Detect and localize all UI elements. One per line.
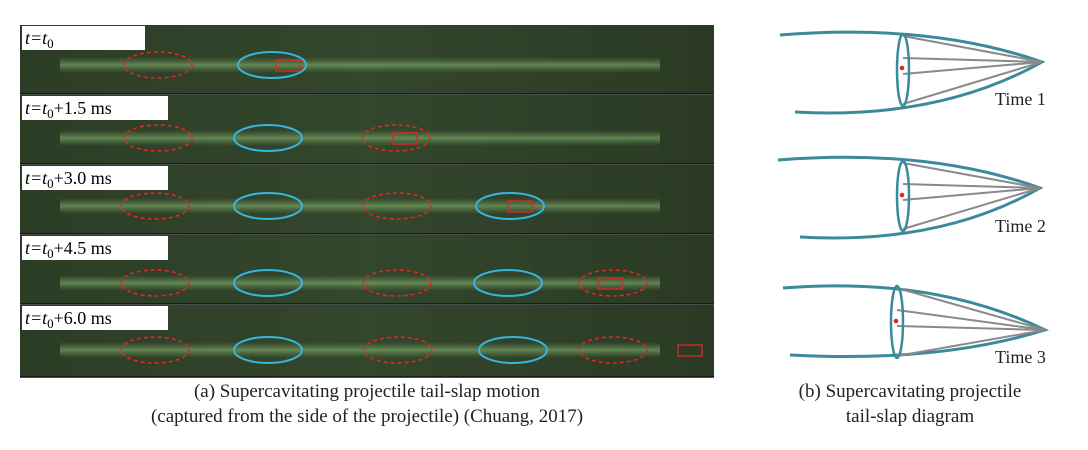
red-ellipse xyxy=(362,269,432,297)
cavity-streak xyxy=(60,57,660,73)
red-ellipse xyxy=(362,192,432,220)
label-sub: 0 xyxy=(47,316,54,331)
diagram-panel: Time 1 Time 2 Time 3 xyxy=(777,30,1050,367)
cone-line xyxy=(902,57,1043,63)
cone-line xyxy=(902,35,1043,63)
cone-line xyxy=(896,309,1046,331)
cone-line xyxy=(902,162,1041,189)
red-ellipse xyxy=(578,269,648,297)
blue-ellipse xyxy=(473,269,543,297)
projectile-box xyxy=(392,132,418,145)
red-ellipse xyxy=(120,269,190,297)
blue-ellipse xyxy=(233,336,303,364)
cone-line xyxy=(896,325,1046,331)
red-ellipse xyxy=(120,192,190,220)
projectile-box xyxy=(677,344,703,357)
cavity-streak xyxy=(60,342,660,358)
time-label: t=t0+1.5 ms xyxy=(25,98,112,121)
cone-line xyxy=(902,61,1043,75)
projectile-diagram: Time 3 xyxy=(782,284,1050,367)
blue-ellipse xyxy=(233,269,303,297)
time-label: t=t0 xyxy=(25,28,54,51)
cone-line xyxy=(902,183,1041,189)
base-ellipse xyxy=(895,32,911,108)
cavity-streak xyxy=(60,130,660,146)
label-offset: +6.0 ms xyxy=(54,308,112,328)
red-ellipse xyxy=(361,124,431,152)
time-label: Time 1 xyxy=(995,89,1046,109)
cone-line xyxy=(896,287,1046,331)
label-sub: 0 xyxy=(47,36,54,51)
base-ellipse xyxy=(889,284,905,360)
blue-ellipse xyxy=(478,336,548,364)
center-of-mass xyxy=(899,192,905,198)
cone-line xyxy=(902,187,1041,230)
blue-ellipse xyxy=(233,192,303,220)
caption-b: tail-slap diagram xyxy=(846,406,974,427)
time-label: t=t0+6.0 ms xyxy=(25,308,112,331)
red-ellipse xyxy=(120,336,190,364)
time-label: Time 3 xyxy=(995,347,1046,367)
label-offset: +3.0 ms xyxy=(54,168,112,188)
center-of-mass xyxy=(899,65,905,71)
cone-line xyxy=(902,61,1043,105)
time-label: t=t0+3.0 ms xyxy=(25,168,112,191)
base-ellipse xyxy=(895,159,911,233)
caption-a: (captured from the side of the projectil… xyxy=(151,406,583,427)
center-of-mass xyxy=(893,318,899,324)
red-ellipse xyxy=(123,124,193,152)
projectile-outline xyxy=(782,284,1050,359)
projectile-box xyxy=(597,277,623,290)
cone-line xyxy=(896,329,1046,357)
photo-panel: t=t0t=t0+1.5 mst=t0+3.0 mst=t0+4.5 mst=t… xyxy=(20,25,714,378)
label-main: t=t xyxy=(25,308,48,328)
label-main: t=t xyxy=(25,168,48,188)
time-label-box xyxy=(22,306,168,330)
label-sub: 0 xyxy=(47,106,54,121)
cone-line xyxy=(902,187,1041,201)
time-label-box xyxy=(22,26,145,50)
blue-ellipse xyxy=(475,192,545,220)
blue-ellipse xyxy=(237,51,307,79)
label-main: t=t xyxy=(25,98,48,118)
projectile-diagram: Time 1 xyxy=(779,30,1046,115)
time-label-box xyxy=(22,166,168,190)
label-main: t=t xyxy=(25,28,48,48)
caption-b: (b) Supercavitating projectile xyxy=(799,381,1022,402)
projectile-box xyxy=(507,200,533,213)
label-offset: +1.5 ms xyxy=(54,98,112,118)
cavity-streak xyxy=(60,275,660,291)
label-sub: 0 xyxy=(47,246,54,261)
time-label-box xyxy=(22,236,168,260)
red-ellipse xyxy=(123,51,193,79)
projectile-diagram: Time 2 xyxy=(777,155,1046,240)
red-ellipse xyxy=(578,336,648,364)
time-label: Time 2 xyxy=(995,216,1046,236)
cavity-streak xyxy=(60,198,660,214)
label-offset: +4.5 ms xyxy=(54,238,112,258)
red-ellipse xyxy=(363,336,433,364)
projectile-box xyxy=(275,59,301,72)
blue-ellipse xyxy=(233,124,303,152)
time-label: t=t0+4.5 ms xyxy=(25,238,112,261)
label-sub: 0 xyxy=(47,176,54,191)
label-main: t=t xyxy=(25,238,48,258)
caption-a: (a) Supercavitating projectile tail-slap… xyxy=(194,381,541,402)
time-label-box xyxy=(22,96,168,120)
